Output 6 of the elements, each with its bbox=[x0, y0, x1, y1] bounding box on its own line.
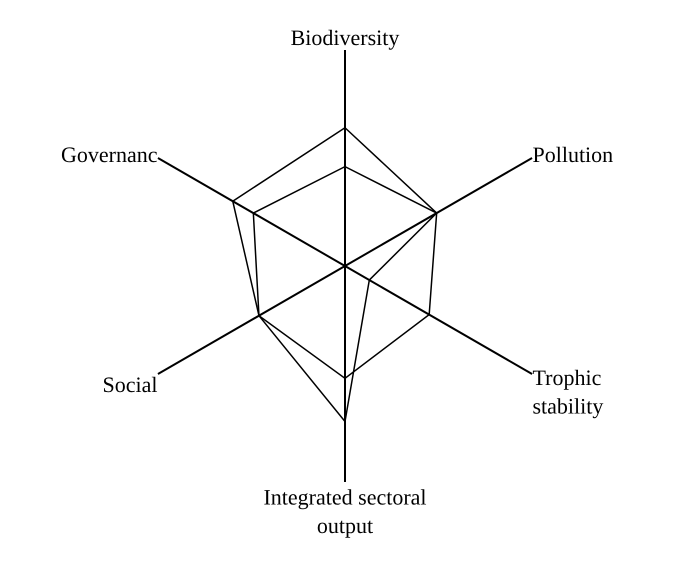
spoke-label: Governanc bbox=[60, 142, 158, 168]
spoke-label: Biodiversity bbox=[290, 25, 400, 50]
spoke-label: Social bbox=[102, 372, 158, 397]
spoke-label: Integrated sectoral output bbox=[263, 484, 427, 538]
spoke-label: Trophic stability bbox=[532, 364, 604, 418]
spoke-label: Pollution bbox=[532, 142, 614, 168]
